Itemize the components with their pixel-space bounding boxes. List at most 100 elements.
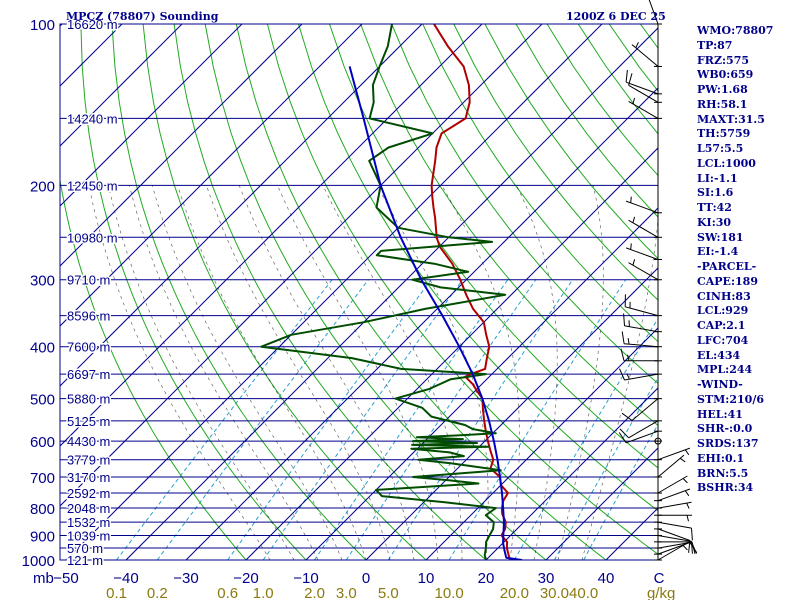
temperature-tick-label: 0	[362, 570, 370, 587]
pressure-label: 800	[30, 501, 55, 518]
wind-barb	[621, 398, 659, 421]
chart-datetime: 1200Z 6 DEC 25	[566, 10, 666, 23]
isotherm-line	[125, 27, 658, 560]
mixing-ratio-label: 0.6	[217, 585, 238, 600]
stat-item: MPL:244	[697, 363, 753, 377]
mixing-ratio-line	[116, 279, 333, 560]
height-label: 1039 m	[67, 528, 110, 543]
wind-barb	[657, 488, 691, 502]
chart-grid	[60, 24, 658, 560]
temperature-tick-label: −20	[233, 570, 258, 587]
moist-adiabat	[322, 185, 463, 560]
height-label: 7600 m	[67, 340, 110, 355]
stat-item: KI:30	[697, 215, 732, 229]
mixing-ratio-unit: g/kg	[647, 585, 675, 600]
isotherm-line	[60, 24, 363, 327]
wind-barb	[657, 475, 688, 494]
pressure-label: 400	[30, 340, 55, 357]
mixing-ratio-line	[314, 279, 509, 560]
isotherm-line	[305, 207, 658, 560]
isotherm-line	[60, 24, 543, 507]
wind-barb	[657, 535, 693, 554]
mixing-ratio-line	[553, 376, 658, 560]
dry-adiabat	[298, 24, 658, 512]
wind-barb	[619, 368, 659, 381]
moist-adiabat	[151, 185, 343, 560]
mixing-ratio-line	[156, 279, 369, 560]
mixing-ratio-label: 3.0	[336, 585, 357, 600]
stat-item: HEL:41	[697, 407, 743, 421]
stat-item: RH:58.1	[697, 97, 748, 111]
stat-item: TH:5759	[697, 127, 751, 141]
mixing-ratio-label: 20.0	[500, 585, 529, 600]
isotherm-line	[60, 24, 183, 147]
stat-item: EI:-1.4	[697, 245, 739, 259]
height-label: 1532 m	[67, 515, 110, 530]
wind-barb	[623, 313, 659, 333]
stat-item: SHR-:0.0	[697, 422, 753, 436]
stat-item: LI:-1.1	[697, 171, 738, 185]
isotherm-line	[545, 447, 658, 560]
isotherm-line	[65, 24, 603, 560]
wind-barb	[657, 542, 688, 561]
mixing-ratio-label: 5.0	[378, 585, 399, 600]
wind-barb	[628, 97, 659, 119]
wind-barb	[621, 331, 659, 348]
isotherm-line	[60, 24, 243, 207]
height-label: 121 m	[67, 553, 103, 568]
temperature-tick-label: −40	[113, 570, 138, 587]
isotherm-line	[425, 327, 658, 560]
height-label: 6697 m	[67, 367, 110, 382]
isotherm-line	[485, 387, 658, 560]
wind-barb	[624, 294, 659, 317]
pressure-unit-label: mb	[33, 570, 54, 587]
height-label: 8596 m	[67, 309, 110, 324]
height-label: 5880 m	[67, 392, 110, 407]
height-label: 3779 m	[67, 453, 110, 468]
stat-item: EL:434	[697, 348, 741, 362]
height-label: 14240 m	[67, 111, 118, 126]
isotherm-line	[60, 24, 303, 267]
stat-item: EHI:0.1	[697, 451, 745, 465]
wind-barb	[657, 447, 691, 461]
wind-barb	[657, 521, 693, 541]
height-label: 5125 m	[67, 414, 110, 429]
isotherm-line	[245, 147, 658, 560]
stat-item: -WIND-	[697, 378, 743, 391]
stat-item: SRDS:137	[697, 437, 759, 450]
moist-adiabat	[206, 185, 391, 560]
wind-barb	[648, 0, 659, 25]
wind-barb	[619, 420, 659, 439]
stat-item: STM:210/6	[697, 392, 764, 406]
mixing-ratio-label: 0.1	[106, 585, 127, 600]
dry-adiabat	[204, 24, 547, 560]
stat-item: TT:42	[697, 201, 732, 214]
stat-item: TP:87	[697, 38, 733, 52]
pressure-label: 100	[30, 17, 55, 34]
height-label: 2048 m	[67, 501, 110, 516]
height-label: 12450 m	[67, 178, 118, 193]
mixing-ratio-label: 0.2	[147, 585, 168, 600]
height-label: 570 m	[67, 541, 103, 556]
temperature-tick-label: −30	[173, 570, 198, 587]
pressure-label: 300	[30, 273, 55, 290]
mixing-ratio-label: 30.0	[540, 585, 569, 600]
pressure-label: 500	[30, 392, 55, 409]
stat-item: L57:5.5	[697, 142, 744, 155]
temperature-tick-label: 30	[538, 570, 555, 587]
stat-item: PW:1.68	[697, 83, 748, 96]
wind-barbs	[618, 0, 698, 561]
wind-barb	[625, 196, 659, 214]
wind-barb-calm	[654, 437, 662, 445]
mixing-ratio-label: 1.0	[253, 585, 274, 600]
sounding-indices-list: WMO:78807 TP:87 FRZ:575 WB0:659 PW:1.68 RH:58…	[697, 24, 797, 496]
pressure-label: 600	[30, 434, 55, 451]
wind-barb	[628, 216, 659, 238]
isotherm-line	[365, 267, 658, 560]
dry-adiabat	[80, 24, 307, 560]
stat-item: CAP:2.1	[697, 319, 746, 332]
height-label: 10980 m	[67, 230, 118, 245]
mixing-ratio-line	[227, 279, 432, 560]
